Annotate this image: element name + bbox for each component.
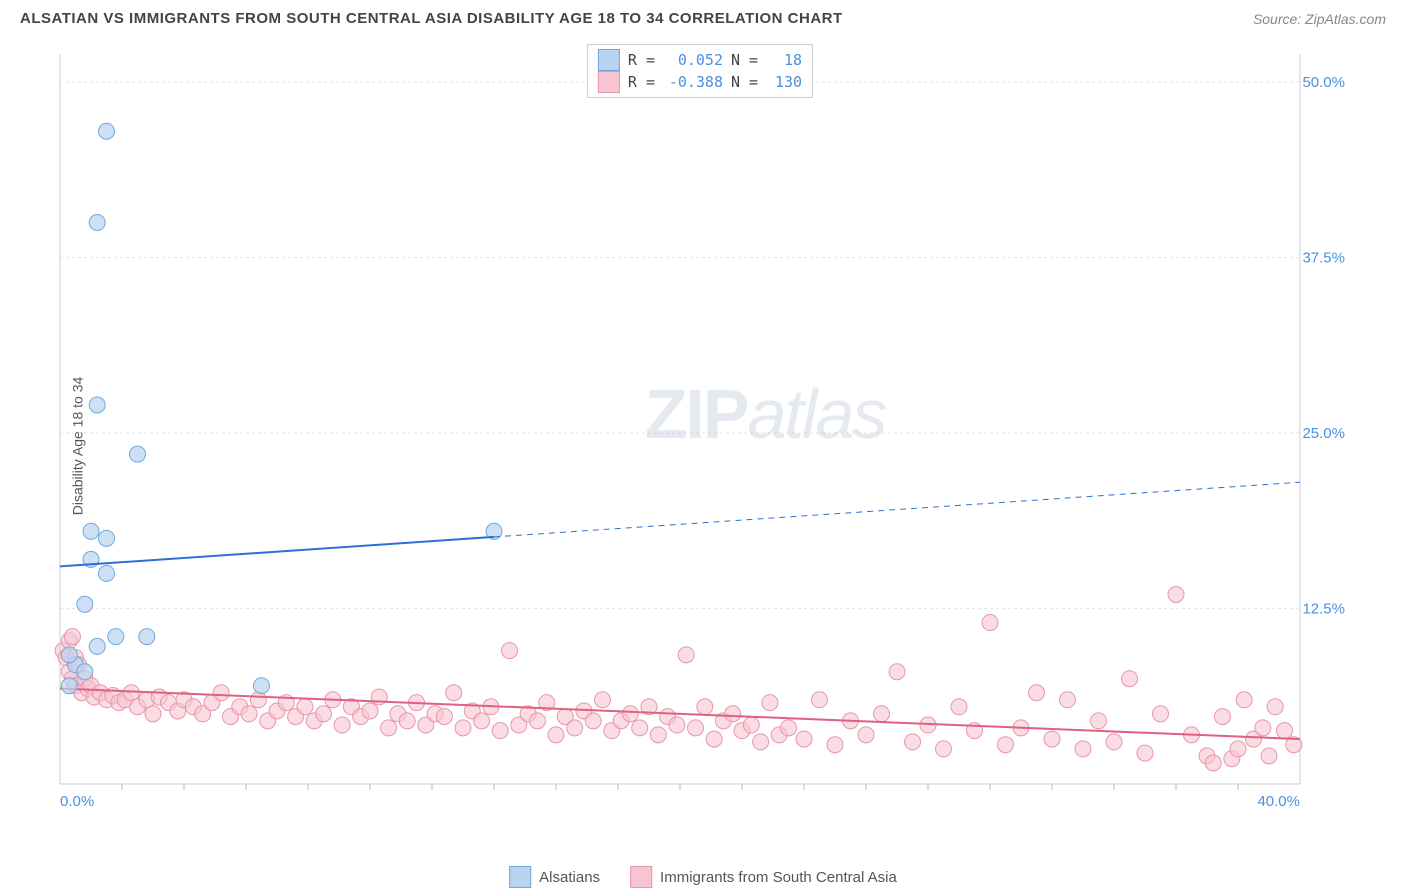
svg-text:0.0%: 0.0%: [60, 793, 94, 810]
legend-swatch-series1: [598, 49, 620, 71]
legend-label: Immigrants from South Central Asia: [660, 869, 897, 886]
source-attribution: Source: ZipAtlas.com: [1253, 11, 1386, 27]
r-value: 0.052: [663, 51, 723, 69]
legend-item: Immigrants from South Central Asia: [630, 866, 897, 888]
legend-item: Alsatians: [509, 866, 600, 888]
n-label: N =: [731, 73, 758, 91]
n-value: 130: [766, 73, 802, 91]
legend-label: Alsatians: [539, 869, 600, 886]
scatter-chart: 12.5% 25.0% 37.5% 50.0% 0.0% 40.0%: [50, 44, 1350, 814]
svg-text:37.5%: 37.5%: [1302, 250, 1345, 267]
legend-swatch-immigrants: [630, 866, 652, 888]
n-value: 18: [766, 51, 802, 69]
r-label: R =: [628, 51, 655, 69]
legend-row: R = 0.052 N = 18: [598, 49, 802, 71]
svg-text:50.0%: 50.0%: [1302, 74, 1345, 91]
svg-text:40.0%: 40.0%: [1257, 793, 1300, 810]
plot-area: R = 0.052 N = 18 R = -0.388 N = 130 ZIPa…: [50, 44, 1350, 814]
n-label: N =: [731, 51, 758, 69]
legend-row: R = -0.388 N = 130: [598, 71, 802, 93]
chart-title: ALSATIAN VS IMMIGRANTS FROM SOUTH CENTRA…: [20, 10, 843, 27]
svg-text:25.0%: 25.0%: [1302, 425, 1345, 442]
r-value: -0.388: [663, 73, 723, 91]
legend-swatch-alsatians: [509, 866, 531, 888]
r-label: R =: [628, 73, 655, 91]
svg-text:12.5%: 12.5%: [1302, 601, 1345, 618]
correlation-legend: R = 0.052 N = 18 R = -0.388 N = 130: [587, 44, 813, 98]
legend-swatch-series2: [598, 71, 620, 93]
series-legend: Alsatians Immigrants from South Central …: [509, 866, 897, 888]
